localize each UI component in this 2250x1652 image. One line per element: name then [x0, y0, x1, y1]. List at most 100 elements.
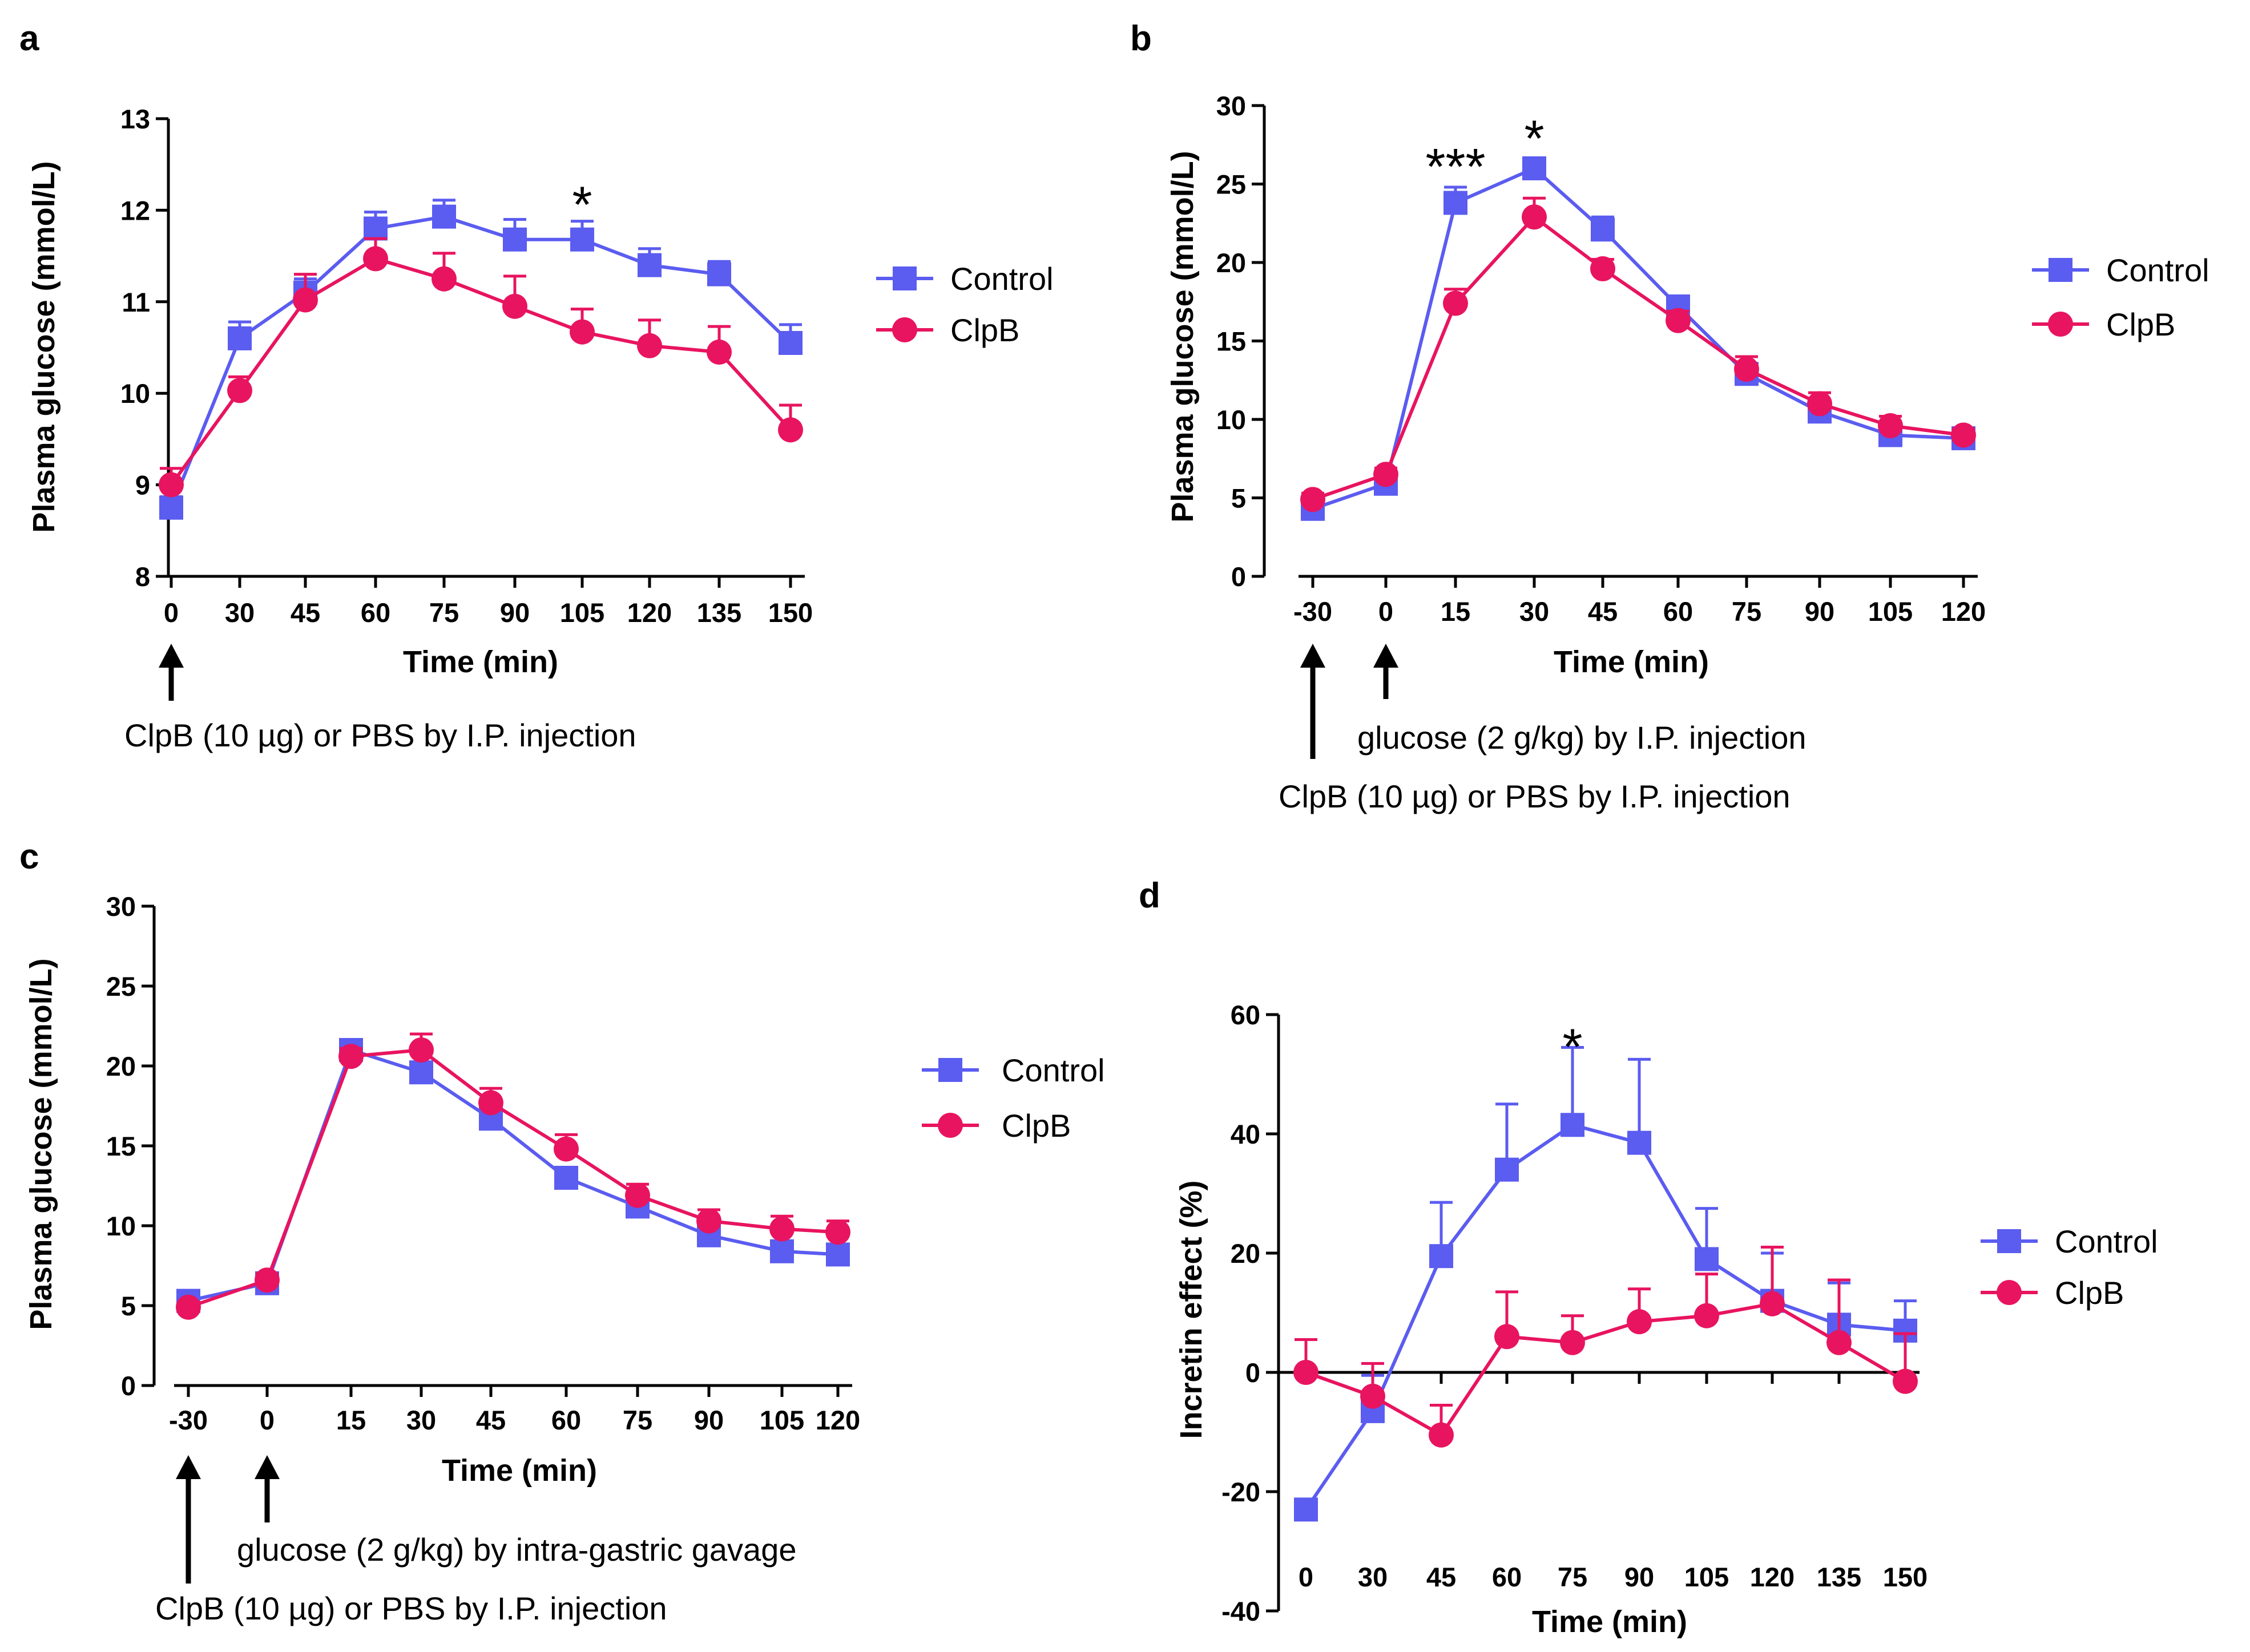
up-arrow-icon [1300, 644, 1325, 759]
square-marker-icon [2049, 258, 2072, 282]
panel-c-point-control [826, 1242, 850, 1267]
panel-a: a 8 9 10 11 12 13 0 30 45 60 75 90 105 120 135 150 Plasma… [19, 19, 1054, 753]
panel-a-x-tick-label: 0 [164, 597, 179, 628]
panel-a-y-axis-title: Plasma glucose (mmol/L) [27, 161, 61, 532]
panel-b-x-tick-label: 75 [1732, 596, 1761, 627]
panel-b-x-tick-label: 120 [1941, 596, 1986, 627]
panel-a-x-tick-label: 75 [429, 597, 459, 628]
panel-b-x-tick-label: 105 [1868, 596, 1913, 627]
panel-b-point-control [1591, 217, 1615, 242]
panel-c-y-tick-label: 5 [121, 1291, 136, 1321]
panel-b: b 0 5 10 15 20 25 30 -30 0 15 30 45 60 75 90 105 120 Plasm… [1130, 19, 2209, 814]
panel-b-x-tick-label: 30 [1519, 596, 1549, 627]
panel-c-y-tick-label: 20 [106, 1051, 136, 1081]
panel-d-x-tick-label: 75 [1558, 1562, 1587, 1592]
panel-b-significance-star: *** [1425, 139, 1485, 196]
panel-d-y-tick-label: 40 [1231, 1119, 1260, 1149]
panel-c-point-clpb [338, 1044, 364, 1069]
panel-c-point-clpb [176, 1294, 201, 1320]
panel-a-x-tick-label: 90 [500, 597, 530, 628]
panel-a-y-tick-label: 12 [120, 195, 150, 225]
panel-d-legend-clpb: ClpB [1981, 1275, 2124, 1311]
panel-c-y-tick-label: 30 [106, 891, 136, 922]
panel-a-point-clpb [778, 417, 803, 443]
panel-a-point-control [432, 204, 456, 229]
panel-b-point-clpb [1443, 290, 1468, 316]
panel-d-y-tick-label: -40 [1221, 1596, 1260, 1626]
panel-a-point-clpb [432, 266, 457, 292]
panel-b-y-tick-label: 15 [1216, 326, 1246, 357]
panel-b-x-tick-label: -30 [1293, 596, 1332, 627]
panel-b-x-tick-label: 60 [1663, 596, 1693, 627]
up-arrow-icon-head [176, 1455, 201, 1479]
panel-b-y-axis-title: Plasma glucose (mmol/L) [1166, 151, 1200, 522]
panel-d-x-tick-label: 0 [1299, 1562, 1313, 1592]
panel-c-x-axis-title: Time (min) [442, 1453, 597, 1488]
square-marker-icon [893, 266, 917, 290]
panel-b-series-clpb [1300, 196, 1976, 512]
panel-b-y-tick-label: 5 [1231, 483, 1246, 514]
panel-c-point-control [409, 1060, 433, 1085]
panel-d-legend-label: Control [2055, 1223, 2158, 1259]
panel-a-legend-label: ClpB [950, 312, 1019, 348]
panel-c-line-clpb [188, 1048, 838, 1309]
panel-b-point-clpb [1951, 422, 1976, 448]
panel-b-label: b [1130, 19, 1152, 58]
panel-a-significance-star: * [572, 177, 592, 234]
up-arrow-icon-head [1300, 644, 1325, 668]
panel-a-line-control [170, 215, 792, 508]
panel-d-point-clpb [1893, 1368, 1918, 1394]
panel-d-point-clpb [1760, 1291, 1785, 1316]
panel-b-y-tick-label: 30 [1216, 91, 1246, 121]
panel-d-x-tick-label: 90 [1624, 1562, 1654, 1592]
panel-d-point-clpb [1694, 1303, 1719, 1328]
panel-c-y-tick-label: 15 [106, 1131, 136, 1161]
panel-b-y-tick-label: 10 [1216, 405, 1246, 435]
panel-c-label: c [19, 837, 39, 877]
panel-c-y-tick-label: 10 [106, 1211, 136, 1241]
panel-a-point-control [228, 326, 252, 350]
panel-d-x-tick-label: 120 [1750, 1562, 1795, 1592]
panel-b-significance-star: * [1524, 111, 1544, 168]
panel-b-annotation: ClpB (10 µg) or PBS by I.P. injection [1279, 778, 1791, 814]
panel-d-point-control [1294, 1497, 1318, 1522]
panel-b-x-tick-label: 15 [1441, 596, 1470, 627]
panel-d-label: d [1139, 876, 1160, 915]
panel-d-point-control [1561, 1113, 1584, 1137]
panel-b-legend-label: Control [2106, 252, 2209, 288]
square-marker-icon [938, 1058, 962, 1082]
panel-c-x-tick-label: 30 [406, 1405, 436, 1435]
panel-c-point-clpb [625, 1182, 650, 1208]
panel-a-point-clpb [293, 287, 318, 313]
panel-b-point-clpb [1300, 487, 1325, 512]
panel-c-annotation: glucose (2 g/kg) by intra-gastric gavage [237, 1532, 797, 1568]
panel-a-x-tick-label: 30 [225, 597, 255, 628]
panel-c-x-tick-label: 0 [260, 1405, 275, 1435]
panel-c: c 0 5 10 15 20 25 30 -30 0 15 30 45 60 75 90 105 120 Plasm… [19, 837, 1105, 1626]
panel-c-series-clpb [176, 1032, 850, 1320]
panel-a-point-clpb [159, 472, 184, 498]
panel-a-x-tick-label: 135 [697, 597, 741, 628]
panel-b-x-tick-label: 45 [1588, 596, 1618, 627]
panel-d-series-control [1294, 1045, 1917, 1522]
panel-d-x-tick-label: 150 [1883, 1562, 1928, 1592]
panel-d-series-clpb [1293, 1246, 1918, 1448]
panel-c-y-tick-label: 25 [106, 971, 136, 1001]
panel-d-point-clpb [1429, 1422, 1454, 1448]
panel-a-point-control [159, 495, 183, 520]
panel-a-y-tick-label: 10 [120, 378, 150, 409]
panel-b-line-clpb [1312, 215, 1964, 502]
panel-c-point-clpb [825, 1219, 850, 1245]
panel-d-y-axis-title: Incretin effect (%) [1174, 1180, 1208, 1439]
panel-a-x-tick-label: 105 [560, 597, 604, 628]
up-arrow-icon-head [159, 644, 184, 668]
panel-a-x-tick-label: 45 [291, 597, 320, 628]
panel-b-point-clpb [1373, 462, 1398, 487]
panel-a-point-control [503, 227, 527, 252]
square-marker-icon [1997, 1229, 2021, 1253]
up-arrow-icon [1373, 644, 1398, 699]
panel-b-point-clpb [1807, 391, 1832, 417]
panel-d-line-control [1304, 1123, 1906, 1511]
panel-d-y-tick-label: 20 [1231, 1238, 1260, 1269]
panel-c-point-clpb [255, 1267, 280, 1293]
